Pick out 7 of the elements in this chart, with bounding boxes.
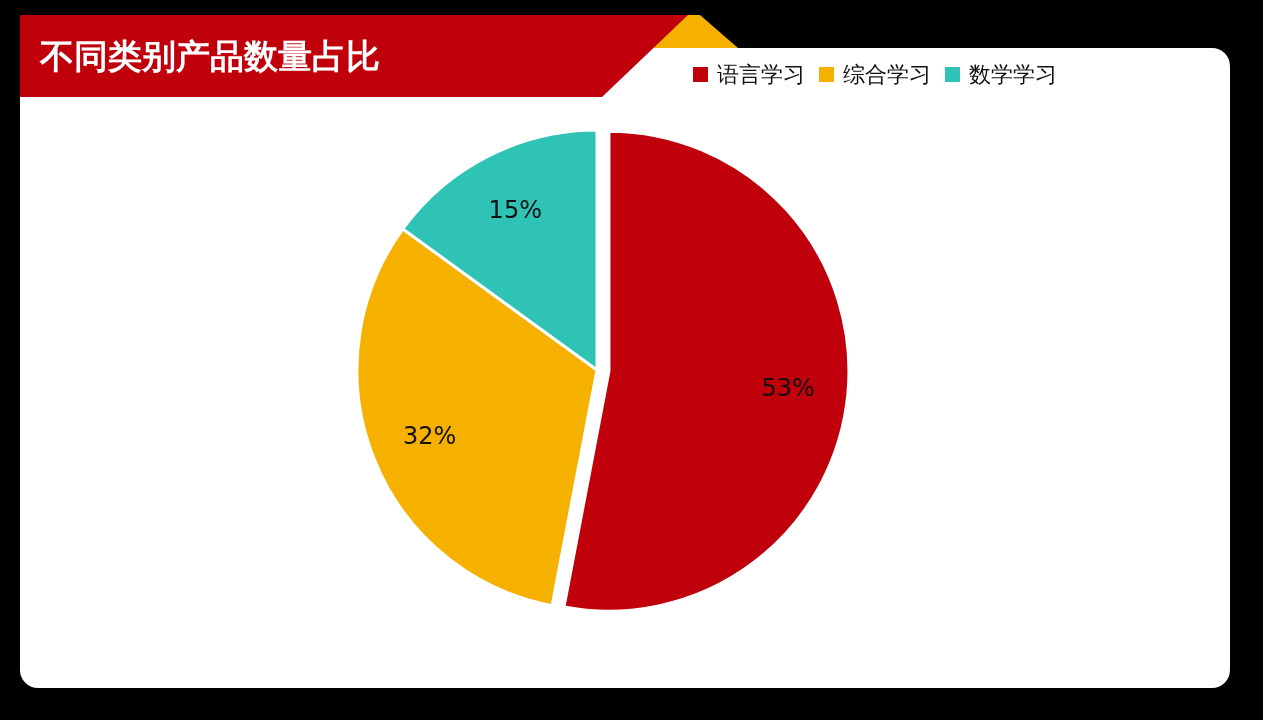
data-label: 53% — [761, 374, 815, 403]
data-label: 15% — [488, 195, 542, 224]
legend-label: 语言学习 — [717, 62, 805, 87]
chart-title: 不同类别产品数量占比 — [39, 36, 380, 76]
data-label: 32% — [402, 422, 457, 451]
legend-label: 综合学习 — [843, 62, 931, 87]
legend-label: 数学学习 — [969, 62, 1057, 87]
